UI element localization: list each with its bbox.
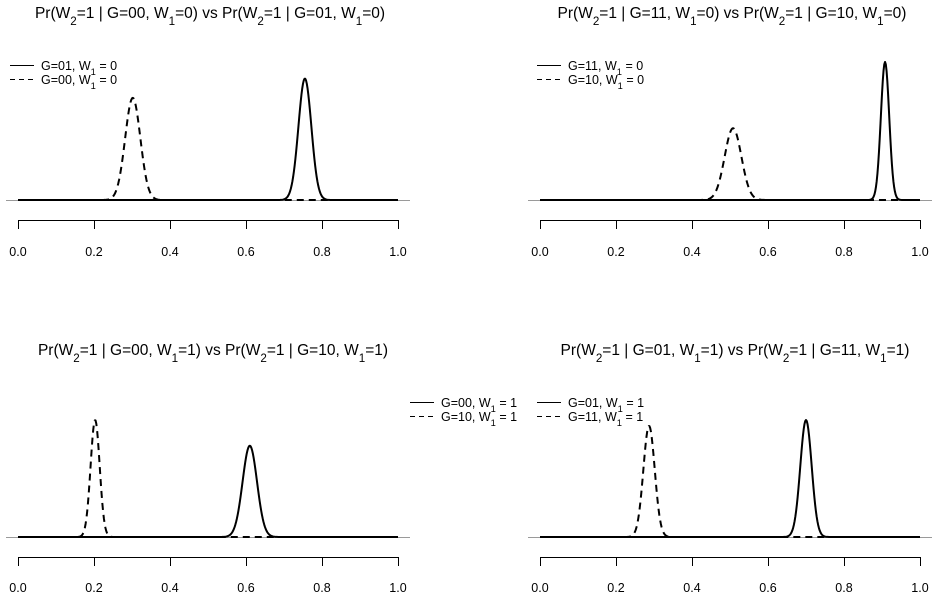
chart-panel-1: Pr(W2=1 | G=00, W1=0) vs Pr(W2=1 | G=01,…	[6, 5, 410, 259]
dashed-density-line	[17, 96, 399, 201]
x-tick-label: 0.8	[835, 581, 852, 595]
legend-entry-label: G=00, W1 = 1	[441, 396, 517, 414]
solid-density-line	[17, 444, 399, 538]
x-tick-label: 1.0	[389, 245, 406, 259]
chart-title: Pr(W2=1 | G=00, W1=0) vs Pr(W2=1 | G=01,…	[35, 5, 385, 28]
legend-entry-label: G=01, W1 = 1	[568, 396, 644, 414]
solid-density-line	[17, 77, 399, 201]
dashed-density-line	[539, 425, 921, 538]
x-tick-label: 0.0	[531, 581, 548, 595]
legend-entry-label: G=10, W1 = 0	[568, 73, 644, 91]
legend-entry-label: G=01, W1 = 0	[41, 59, 117, 77]
chart-panel-2: Pr(W2=1 | G=11, W1=0) vs Pr(W2=1 | G=10,…	[528, 5, 932, 259]
x-tick-label: 0.8	[835, 245, 852, 259]
legend: G=00, W1 = 1G=10, W1 = 1	[410, 396, 517, 428]
chart-panel-3: Pr(W2=1 | G=00, W1=1) vs Pr(W2=1 | G=10,…	[6, 342, 517, 595]
legend-entry-label: G=11, W1 = 0	[568, 59, 643, 77]
x-tick-label: 0.0	[531, 245, 548, 259]
legend: G=11, W1 = 0G=10, W1 = 0	[537, 59, 644, 91]
x-tick-label: 0.6	[759, 245, 776, 259]
legend-entry-label: G=00, W1 = 0	[41, 73, 117, 91]
x-tick-label: 0.4	[161, 581, 178, 595]
x-tick-label: 0.4	[683, 245, 700, 259]
x-tick-label: 0.2	[85, 581, 102, 595]
dashed-density-line	[17, 419, 399, 538]
chart-title: Pr(W2=1 | G=11, W1=0) vs Pr(W2=1 | G=10,…	[558, 5, 907, 28]
x-tick-label: 1.0	[389, 581, 406, 595]
x-tick-label: 0.0	[9, 581, 26, 595]
legend-entry-label: G=10, W1 = 1	[441, 410, 517, 428]
x-tick-label: 0.8	[313, 245, 330, 259]
legend-entry-label: G=11, W1 = 1	[568, 410, 643, 428]
x-tick-label: 0.0	[9, 245, 26, 259]
legend: G=01, W1 = 0G=00, W1 = 0	[10, 59, 117, 91]
x-tick-label: 0.2	[607, 245, 624, 259]
x-tick-label: 1.0	[911, 245, 928, 259]
x-tick-label: 0.6	[759, 581, 776, 595]
chart-panel-4: Pr(W2=1 | G=01, W1=1) vs Pr(W2=1 | G=11,…	[528, 342, 932, 595]
chart-title: Pr(W2=1 | G=01, W1=1) vs Pr(W2=1 | G=11,…	[561, 342, 910, 365]
legend: G=01, W1 = 1G=11, W1 = 1	[537, 396, 644, 428]
x-tick-label: 0.4	[161, 245, 178, 259]
x-tick-label: 0.6	[237, 581, 254, 595]
x-tick-label: 1.0	[911, 581, 928, 595]
x-tick-label: 0.8	[313, 581, 330, 595]
dashed-density-line	[539, 127, 921, 201]
x-tick-label: 0.4	[683, 581, 700, 595]
x-tick-label: 0.6	[237, 245, 254, 259]
x-tick-label: 0.2	[607, 581, 624, 595]
x-tick-label: 0.2	[85, 245, 102, 259]
chart-title: Pr(W2=1 | G=00, W1=1) vs Pr(W2=1 | G=10,…	[38, 342, 388, 365]
solid-density-line	[539, 419, 921, 538]
